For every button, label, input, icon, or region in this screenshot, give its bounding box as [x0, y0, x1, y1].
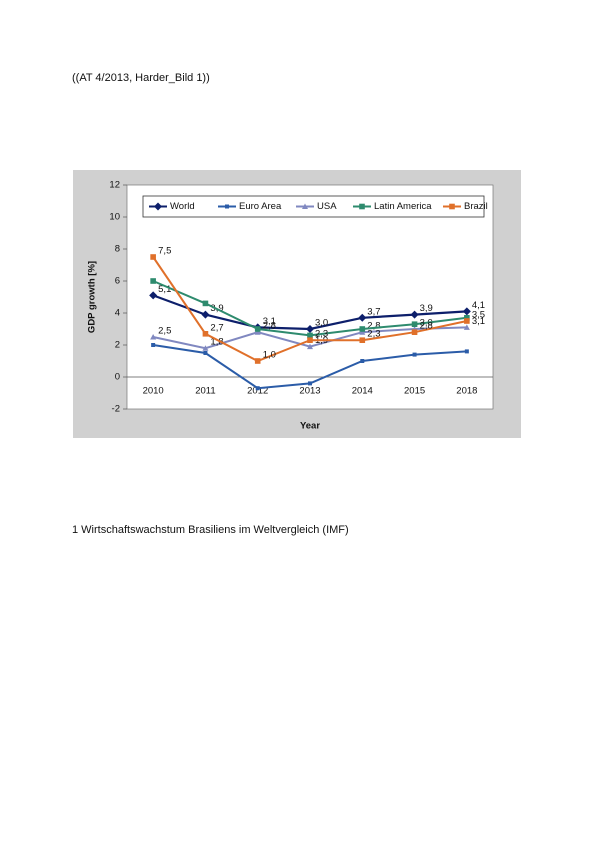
legend-label: Brazil [464, 201, 488, 212]
value-label: 3,1 [263, 316, 276, 327]
value-label: 3,5 [472, 310, 485, 321]
marker [202, 331, 209, 337]
marker [254, 326, 261, 332]
value-label: 1,8 [210, 337, 223, 348]
x-tick-label: 2015 [404, 386, 425, 397]
legend-label: Euro Area [239, 201, 282, 212]
marker [307, 332, 313, 339]
marker [307, 343, 313, 350]
value-label: 5,1 [158, 284, 171, 295]
y-tick-label: 2 [115, 340, 120, 351]
value-label: 3,1 [472, 316, 485, 327]
marker [412, 352, 417, 357]
marker [411, 321, 418, 327]
y-tick-label: 4 [115, 308, 120, 319]
marker [254, 358, 261, 364]
value-label: 2,3 [315, 329, 328, 340]
header-text: ((AT 4/2013, Harder_Bild 1)) [72, 72, 210, 84]
y-tick-label: -2 [112, 404, 120, 415]
legend-marker [225, 204, 229, 209]
x-tick-label: 2014 [352, 386, 373, 397]
y-tick-label: 6 [115, 276, 120, 287]
x-tick-label: 2011 [195, 386, 215, 397]
value-label: 2,7 [210, 322, 223, 333]
marker [411, 329, 418, 335]
value-label: 7,5 [158, 246, 171, 257]
marker [202, 345, 209, 351]
marker [150, 334, 157, 340]
y-axis-label: GDP growth [%] [87, 261, 98, 333]
marker [306, 325, 314, 333]
marker [464, 318, 470, 324]
value-label: 2,8 [263, 321, 276, 332]
value-label: 2,8 [420, 321, 433, 332]
marker [150, 254, 156, 260]
y-tick-label: 10 [109, 212, 120, 223]
x-tick-label: 2013 [299, 386, 320, 397]
legend-marker [154, 202, 162, 211]
marker [308, 381, 312, 386]
marker [462, 307, 471, 316]
legend-marker [302, 203, 308, 209]
marker [359, 326, 366, 332]
value-label: 3,0 [315, 318, 328, 329]
marker [151, 343, 156, 347]
value-label: 3,9 [420, 303, 433, 314]
marker [463, 324, 470, 330]
marker [255, 386, 260, 391]
plot-area [126, 184, 494, 410]
y-tick-label: 0 [115, 372, 120, 383]
marker [464, 315, 470, 321]
marker [359, 329, 366, 335]
value-label: 2,5 [158, 326, 171, 337]
marker [202, 300, 209, 307]
value-label: 4,1 [472, 300, 485, 311]
x-tick-label: 2018 [456, 386, 477, 397]
legend-label: World [170, 201, 195, 212]
marker [410, 310, 419, 319]
value-label: 2,3 [367, 329, 380, 340]
value-label: 1,0 [263, 350, 276, 361]
x-tick-label: 2012 [247, 386, 268, 397]
marker [203, 351, 208, 355]
legend-label: USA [317, 201, 337, 212]
y-tick-label: 12 [109, 180, 120, 191]
marker [360, 359, 365, 363]
marker [358, 313, 367, 322]
x-tick-label: 2010 [143, 386, 164, 397]
marker [307, 337, 313, 343]
legend-marker [359, 203, 365, 210]
marker [201, 310, 210, 319]
caption-text: 1 Wirtschaftswachstum Brasiliens im Welt… [72, 524, 349, 536]
x-axis-label: Year [300, 421, 320, 432]
legend-label: Latin America [374, 201, 432, 212]
marker [464, 349, 469, 354]
value-label: 2,8 [367, 321, 380, 332]
value-label: 3,7 [367, 306, 380, 317]
y-tick-label: 8 [115, 244, 120, 255]
marker [149, 291, 158, 300]
legend-marker [449, 203, 455, 210]
marker [150, 278, 156, 284]
marker [359, 337, 366, 343]
marker [254, 329, 261, 335]
